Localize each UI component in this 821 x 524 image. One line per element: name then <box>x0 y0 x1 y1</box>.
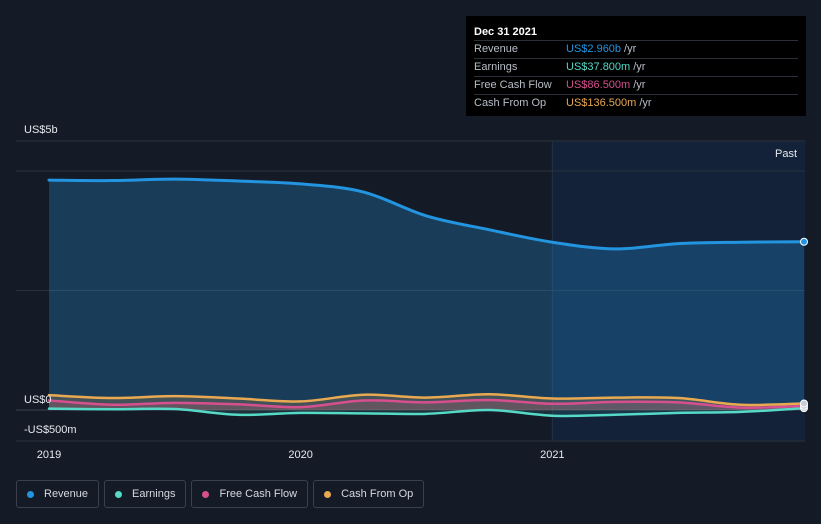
legend-item-cash-from-op[interactable]: Cash From Op <box>313 480 425 508</box>
tooltip-row: Revenue US$2.960b/yr <box>474 40 798 58</box>
tooltip-row-value: US$2.960b <box>566 43 622 55</box>
tooltip-row-value: US$37.800m <box>566 61 631 73</box>
tooltip-row-value: US$86.500m <box>566 79 631 91</box>
legend-dot-icon <box>202 490 210 498</box>
legend-item-revenue[interactable]: Revenue <box>16 480 100 508</box>
tooltip-row-label: Cash From Op <box>474 97 547 109</box>
tooltip-row-unit: /yr <box>639 97 652 109</box>
legend-label: Free Cash Flow <box>219 488 298 500</box>
y-tick-label: US$0 <box>24 394 52 406</box>
tooltip-row-label: Earnings <box>474 61 518 73</box>
legend-dot-icon <box>115 490 123 498</box>
x-tick-label: 2021 <box>540 449 564 461</box>
tooltip-row-label: Free Cash Flow <box>474 79 552 91</box>
tooltip-row-unit: /yr <box>633 61 646 73</box>
x-tick-label: 2020 <box>288 449 312 461</box>
legend-dot-icon <box>324 490 332 498</box>
tooltip-row-unit: /yr <box>624 43 637 55</box>
series-lines <box>47 177 806 418</box>
y-tick-label: US$5b <box>24 124 58 136</box>
tooltip-date: Dec 31 2021 <box>474 26 537 38</box>
legend-item-free-cash-flow[interactable]: Free Cash Flow <box>191 480 309 508</box>
tooltip-row: Cash From Op US$136.500m/yr <box>474 94 798 112</box>
grid <box>16 140 805 442</box>
tooltip-row-unit: /yr <box>633 79 646 91</box>
tooltip-row-label: Revenue <box>474 43 519 55</box>
tooltip-row-value: US$136.500m <box>566 97 637 109</box>
tooltip-row: Earnings US$37.800m/yr <box>474 58 798 76</box>
earnings-line <box>47 406 806 418</box>
revenue-endpoint[interactable] <box>800 237 808 246</box>
legend: Revenue Earnings Free Cash Flow Cash From O… <box>16 480 429 508</box>
revenue-line <box>47 177 806 251</box>
legend-label: Cash From Op <box>341 488 414 500</box>
tooltip-row: Free Cash Flow US$86.500m/yr <box>474 76 798 94</box>
cash-from-op-endpoint[interactable] <box>800 399 808 408</box>
legend-dot-icon <box>27 490 34 498</box>
tooltip-rows: Revenue US$2.960b/yr Earnings US$37.800m/yr… <box>474 40 798 112</box>
revenue-area <box>49 179 804 410</box>
endpoints <box>800 237 808 413</box>
legend-item-earnings[interactable]: Earnings <box>104 480 187 508</box>
y-axis-labels: US$5b US$0 -US$500m <box>24 124 77 436</box>
tooltip: Dec 31 2021 Revenue US$2.960b/yr Earnings U… <box>466 16 806 116</box>
legend-label: Earnings <box>132 488 176 500</box>
past-label: Past <box>775 148 797 160</box>
free-cash-flow-line <box>47 398 806 409</box>
legend-label: Revenue <box>44 488 89 500</box>
cash-from-op-line <box>47 392 806 407</box>
y-tick-label: -US$500m <box>24 424 77 436</box>
x-tick-label: 2019 <box>37 449 61 461</box>
x-axis-labels: 2019 2020 2021 <box>37 449 565 461</box>
